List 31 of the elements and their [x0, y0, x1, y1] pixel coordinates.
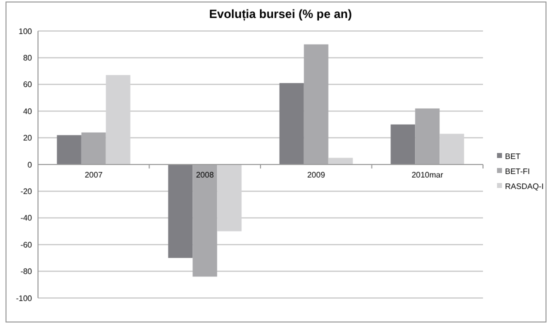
- bar: [415, 108, 440, 164]
- bar: [390, 124, 416, 164]
- bar: [440, 134, 464, 164]
- legend-label: BET-FI: [505, 166, 530, 176]
- y-tick-label: -40: [20, 214, 33, 223]
- x-tick-label: 2007: [84, 170, 104, 180]
- bar: [217, 164, 242, 232]
- bar: [56, 135, 82, 164]
- bar: [168, 164, 193, 258]
- legend-label: BET: [505, 152, 521, 161]
- bar: [81, 132, 106, 164]
- bar: [279, 83, 304, 164]
- y-tick-label: 40: [23, 106, 33, 116]
- bar: [106, 75, 130, 164]
- y-tick-label: -80: [20, 267, 33, 276]
- y-tick-label: 100: [18, 26, 33, 36]
- y-tick-label: 60: [23, 80, 33, 90]
- y-tick-label: 0: [28, 160, 33, 170]
- legend-label: RASDAQ-I: [505, 182, 544, 191]
- bar: [304, 44, 328, 164]
- x-tick-label: 2009: [307, 170, 326, 180]
- y-tick-label: -100: [16, 294, 33, 303]
- y-tick-label: 20: [23, 134, 33, 143]
- x-tick-label: 2008: [196, 170, 214, 180]
- x-tick-label: 2010mar: [412, 170, 444, 180]
- y-tick-label: -20: [20, 187, 33, 196]
- bar: [192, 164, 218, 277]
- y-tick-label: 80: [23, 54, 33, 62]
- chart-title: Evoluția bursei (% pe an): [209, 7, 352, 21]
- y-tick-label: -60: [20, 240, 33, 250]
- bar: [328, 158, 353, 164]
